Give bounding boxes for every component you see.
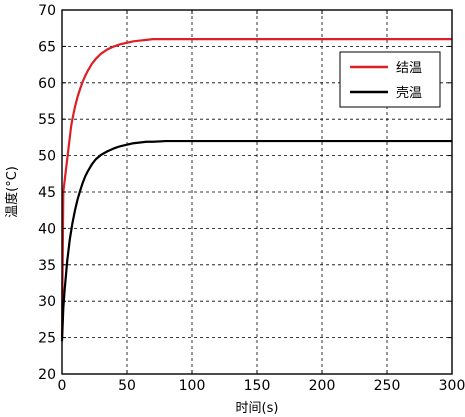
series-line-1 [60, 139, 452, 342]
y-tick-label: 55 [38, 112, 56, 128]
legend-label-0: 结温 [396, 61, 422, 76]
grid-lines [62, 10, 452, 374]
series-layer [60, 38, 452, 342]
y-tick-label: 25 [38, 331, 56, 347]
y-tick-label: 35 [38, 258, 56, 274]
y-tick-label: 40 [38, 221, 56, 237]
legend-box [339, 51, 441, 108]
y-tick-labels: 20 25 30 35 40 45 50 55 60 65 70 [38, 3, 56, 383]
legend: 结温 壳温 [339, 51, 441, 108]
y-tick-label: 60 [38, 76, 56, 92]
x-tick-label: 150 [244, 378, 271, 394]
series-line-0 [60, 38, 452, 338]
legend-label-1: 壳温 [396, 86, 422, 101]
y-tick-label: 20 [38, 367, 56, 383]
y-axis-label: 温度(°C) [4, 166, 20, 218]
tick-marks [61, 9, 453, 375]
x-tick-label: 100 [179, 378, 206, 394]
y-tick-label: 30 [38, 294, 56, 310]
x-tick-label: 50 [118, 378, 136, 394]
x-tick-label: 0 [58, 378, 67, 394]
y-tick-label: 65 [38, 39, 56, 55]
x-tick-label: 200 [309, 378, 336, 394]
x-tick-label: 250 [374, 378, 401, 394]
x-tick-labels: 0 50 100 150 200 250 300 [58, 378, 465, 394]
x-tick-label: 300 [439, 378, 465, 394]
y-tick-label: 45 [38, 185, 56, 201]
y-tick-label: 70 [38, 3, 56, 19]
x-axis-label: 时间(s) [236, 401, 279, 416]
y-tick-label: 50 [38, 149, 56, 165]
